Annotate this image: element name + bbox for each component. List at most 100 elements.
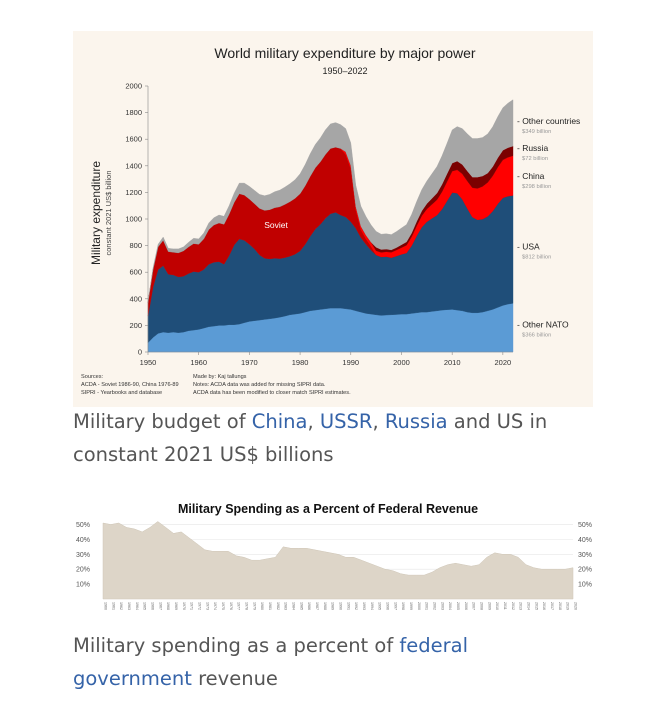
series-value-russia: $72 billion [522,156,548,162]
area-other-countries [147,99,514,303]
x-tick-label: 2001 [425,602,429,610]
x-tick-label: 2010 [444,358,461,367]
x-tick-label: 1980 [292,358,309,367]
military-expenditure-svg: World military expenditure by major powe… [81,45,580,396]
x-tick-label: 1971 [190,602,194,610]
sources-notes: Sources: ACDA - Soviet 1986-90, China 19… [81,374,351,396]
x-tick-label: 1990 [342,358,359,367]
x-tick-label: 1993 [362,602,366,610]
series-label-russia: - Russia [517,143,548,153]
x-tick-label: 1960 [190,358,207,367]
caption-military-spending: Military spending as a percent of federa… [73,629,593,695]
x-tick-label: 2010 [495,602,499,610]
series-label-other-countries: - Other countries [517,116,580,126]
series-label-china: - China [517,171,545,181]
x-tick-label: 1965 [143,602,147,610]
x-tick-label: 1972 [198,602,202,610]
caption-text: revenue [191,667,278,690]
caption-text: Military budget of [73,410,252,433]
x-tick-label: 2013 [519,602,523,610]
x-tick-label: 2004 [448,602,452,610]
note-acda-modified: ACDA data has been modified to closer ma… [193,390,351,396]
link-ussr[interactable]: USSR [319,410,373,433]
y-tick-label-right: 50% [578,522,592,529]
y-tick-label-right: 10% [578,582,592,589]
x-tick-label: 2014 [527,602,531,610]
x-tick-labels: 1960 1961 1962 1963 1964 1965 1966 1967 1968 1969… [104,602,578,610]
military-spending-percent-chart: Military Spending as a Percent of Federa… [73,497,593,615]
x-tick-label: 1984 [292,602,296,610]
series-value-other-countries: $349 billion [522,129,551,135]
link-russia[interactable]: Russia [384,410,448,433]
x-tick-label: 1976 [229,602,233,610]
soviet-area-label: Soviet [264,220,288,230]
y-tick-labels-left: 50% 40% 30% 20% 10% [76,522,90,589]
caption-separator: , [372,410,385,433]
military-expenditure-chart: World military expenditure by major powe… [73,31,593,407]
x-tick-label: 1986 [307,602,311,610]
y-tick-label: 1600 [125,135,142,144]
x-tick-label: 1970 [241,358,258,367]
x-tick-label: 1980 [260,602,264,610]
y-tick-label: 2000 [125,82,142,91]
percent-area [102,521,574,600]
y-tick-label: 200 [129,321,142,330]
y-tick-labels-right: 50% 40% 30% 20% 10% [578,522,592,589]
x-tick-label: 1975 [221,602,225,610]
x-tick-label: 2017 [550,602,554,610]
chart-title: Military Spending as a Percent of Federa… [178,502,478,516]
x-tick-label: 1964 [135,602,139,610]
x-tick-label: 2005 [456,602,460,610]
y-tick-label: 1200 [125,188,142,197]
x-tick-label: 1967 [158,602,162,610]
link-china[interactable]: China [251,410,308,433]
military-spending-percent-svg: Military Spending as a Percent of Federa… [76,502,592,610]
x-tick-label: 1970 [182,602,186,610]
x-tick-label: 2012 [511,602,515,610]
x-tick-label: 1994 [370,602,374,610]
percent-area-path [102,521,574,600]
x-tick-label: 1996 [386,602,390,610]
y-tick-label: 0 [138,348,142,357]
x-tick-label: 2018 [558,602,562,610]
link-federal-government[interactable]: federal government [73,634,469,690]
y-tick-label-right: 30% [578,552,592,559]
chart-title: World military expenditure by major powe… [214,45,476,61]
x-tick-label: 1983 [284,602,288,610]
x-tick-label: 2020 [574,602,578,610]
stacked-areas [147,99,514,353]
x-tick-label: 1995 [378,602,382,610]
x-tick-label: 2000 [393,358,410,367]
x-tick-label: 1963 [127,602,131,610]
x-tick-label: 1961 [111,602,115,610]
x-tick-label: 2000 [417,602,421,610]
axes: 0 200 400 600 800 1000 1200 1400 1600 1800 2000 195… [125,82,513,367]
x-tick-label: 1960 [104,602,108,610]
x-tick-label: 1969 [174,602,178,610]
x-tick-label: 1982 [276,602,280,610]
x-tick-label: 1977 [237,602,241,610]
x-tick-label: 1950 [140,358,157,367]
x-tick-label: 1988 [323,602,327,610]
y-tick-label: 1000 [125,215,142,224]
x-tick-label: 1997 [393,602,397,610]
x-tick-label: 2009 [487,602,491,610]
chart-subtitle: 1950–2022 [322,66,367,76]
series-value-other-nato: $366 billion [522,333,551,339]
y-tick-label-left: 40% [76,537,90,544]
x-tick-label: 1998 [401,602,405,610]
y-axis-label: Military expenditure [89,161,103,265]
x-tick-label: 1978 [245,602,249,610]
note-acda-added: Notes: ACDA data was added for missing S… [193,382,326,388]
y-tick-label: 400 [129,294,142,303]
x-tick-label: 2002 [433,602,437,610]
caption-text: Military spending as a percent of [73,634,400,657]
x-tick-label: 1966 [151,602,155,610]
x-tick-label: 1990 [339,602,343,610]
x-tick-label: 1991 [346,602,350,610]
y-axis-sublabel: constant 2021 US$ billion [104,170,113,255]
series-labels: - Other NATO $366 billion - USA $812 billio… [517,116,580,339]
x-tick-label: 1974 [213,602,217,610]
sources-title: Sources: [81,374,104,380]
x-tick-label: 1989 [331,602,335,610]
